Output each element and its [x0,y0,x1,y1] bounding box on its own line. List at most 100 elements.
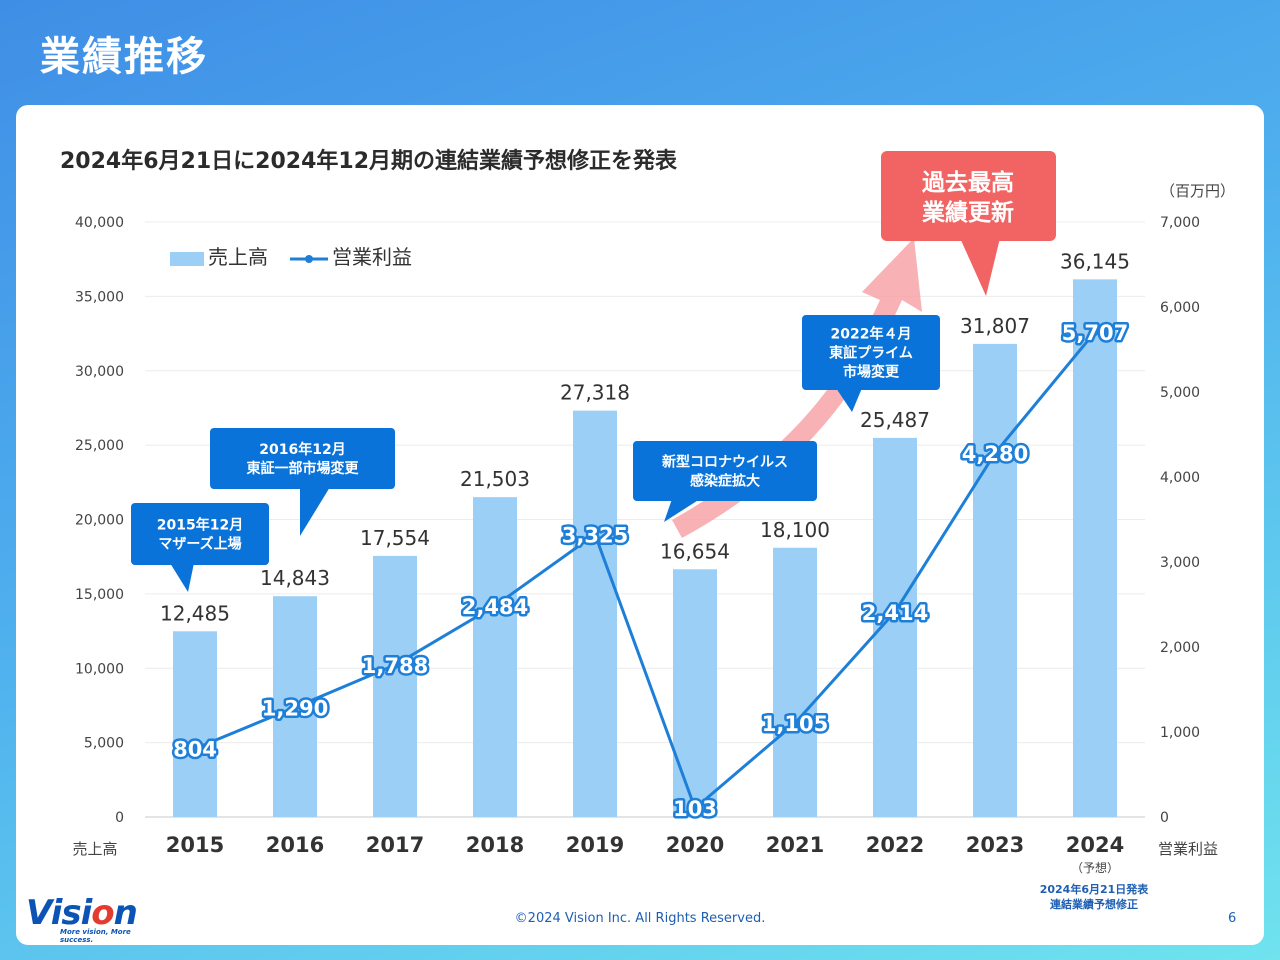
vision-logo: Vision More vision, More success. [26,893,156,944]
bar-value-label: 12,485 [160,601,230,625]
highlight-text: 過去最高 [922,169,1014,196]
y-right-tick-label: 7,000 [1160,215,1200,231]
x-tick-label: 2019 [566,833,624,857]
y-left-tick-label: 35,000 [75,289,124,305]
x-tick-label: 2015 [166,833,224,857]
bar [373,555,417,817]
line-point [791,719,799,728]
line-point [291,703,299,712]
bar-value-label: 27,318 [560,381,630,405]
bar [773,547,817,817]
forecast-note: 2024年6月21日発表 [1040,882,1150,896]
y-left-tick-label: 0 [115,810,124,826]
bar-value-label: 18,100 [760,518,830,542]
y-left-axis-title: 売上高 [72,840,117,858]
callout-text: 2022年４月 [831,326,912,343]
line-value-label: 5,707 [1062,321,1128,345]
bar-value-label: 31,807 [960,314,1030,338]
page-number: 6 [1228,911,1237,926]
callout-text: 東証一部市場変更 [247,460,360,477]
y-right-axis-title: 営業利益 [1158,840,1218,858]
line-point [191,744,199,753]
bar [173,631,217,817]
x-tick-label: 2018 [466,833,524,857]
line-value-label: 2,414 [862,601,928,625]
bar-value-label: 36,145 [1060,249,1130,273]
callout-text: 東証プライム [829,345,913,362]
line-value-label: 4,280 [962,442,1028,466]
legend-profit-label: 営業利益 [332,245,412,269]
callout-text: マザーズ上場 [158,536,241,553]
line-value-label: 1,105 [762,712,828,736]
y-left-tick-label: 15,000 [75,587,124,603]
bar-value-label: 16,654 [660,539,730,563]
y-left-tick-label: 20,000 [75,513,124,529]
callout-text: 感染症拡大 [690,473,760,490]
y-right-tick-label: 3,000 [1160,555,1200,571]
callout-pointer [170,563,194,592]
x-tick-label: 2021 [766,833,824,857]
bar [1073,279,1117,817]
legend-sales-label: 売上高 [208,245,268,269]
line-value-label: 804 [173,738,217,762]
bar [473,497,517,817]
bar-value-label: 14,843 [260,566,330,590]
legend-bar-swatch [170,252,204,266]
callout-box [633,441,817,501]
x-tick-label: 2016 [266,833,324,857]
forecast-note: 連結業績予想修正 [1050,897,1138,911]
bar [673,569,717,817]
y-right-tick-label: 2,000 [1160,640,1200,656]
line-value-label: 3,325 [562,523,628,547]
bar-value-label: 21,503 [460,467,530,491]
line-point [991,449,999,458]
callout-text: 2016年12月 [259,441,345,458]
callout-box [131,503,269,565]
y-right-tick-label: 4,000 [1160,470,1200,486]
x-tick-label: 2020 [666,833,724,857]
footer-copyright: ©2024 Vision Inc. All Rights Reserved. [514,911,766,926]
line-point [391,661,399,670]
operating-profit-line [194,330,1097,811]
x-tick-label: 2024 [1066,833,1124,857]
record-arrow [672,238,922,538]
y-left-tick-label: 25,000 [75,438,124,454]
line-value-label: 103 [673,797,717,821]
line-point [1091,327,1099,336]
y-right-tick-label: 6,000 [1160,300,1200,316]
bar [973,343,1017,817]
highlight-text: 業績更新 [921,199,1014,226]
y-left-tick-label: 5,000 [84,736,124,752]
line-point [691,804,699,813]
x-tick-label: 2017 [366,833,424,857]
callout-text: 市場変更 [843,364,900,381]
line-value-label: 1,788 [362,654,428,678]
legend-line-marker [305,255,313,263]
chart-subtitle: 2024年6月21日に2024年12月期の連結業績予想修正を発表 [60,149,678,174]
page-title: 業績推移 [40,34,208,80]
y-right-unit-label: （百万円） [1160,182,1235,200]
callout-box [802,315,940,390]
x-tick-label: 2022 [866,833,924,857]
callout-box [210,428,395,489]
x-tick-sublabel: （予想） [1071,860,1119,875]
y-right-tick-label: 0 [1160,810,1169,826]
y-right-tick-label: 1,000 [1160,725,1200,741]
line-value-label: 2,484 [462,595,528,619]
line-point [491,601,499,610]
line-point [891,607,899,616]
bar [573,410,617,817]
logo-tagline: More vision, More success. [60,928,131,944]
callout-pointer [664,499,700,522]
line-point [591,530,599,539]
y-left-tick-label: 30,000 [75,364,124,380]
bar-value-label: 17,554 [360,526,430,550]
callout-pointer [836,388,862,412]
logo-wordmark: Vision [26,893,138,933]
callout-pointer [300,487,330,536]
callout-text: 新型コロナウイルス [662,454,788,471]
y-left-tick-label: 10,000 [75,661,124,677]
bar-value-label: 25,487 [860,408,930,432]
highlight-pointer [960,238,1000,296]
highlight-box [881,151,1056,241]
